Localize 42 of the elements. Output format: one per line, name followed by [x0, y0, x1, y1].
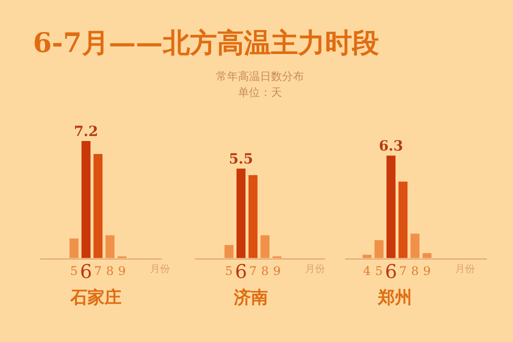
text: 6-7月——北方高温主力时段	[33, 28, 380, 59]
bar	[70, 238, 78, 258]
x-axis-title: 月份	[305, 264, 325, 275]
x-tick-label: 8	[106, 264, 114, 278]
text: 济南	[233, 288, 268, 308]
data-label: 7.2	[74, 124, 98, 140]
data-label: 6.3	[378, 138, 404, 155]
text: 郑州	[377, 288, 412, 308]
bar	[374, 240, 384, 258]
x-tick-label: 4	[363, 264, 372, 278]
x-tick-label: 5	[375, 264, 383, 278]
x-tick-label: 6	[80, 261, 92, 283]
bar	[386, 156, 396, 258]
x-tick-label: 5	[225, 264, 233, 278]
bar	[398, 182, 408, 258]
x-tick-label: 8	[411, 264, 419, 278]
x-tick-label: 8	[261, 264, 269, 278]
bar	[224, 245, 234, 258]
bar	[362, 254, 372, 258]
bar	[236, 168, 246, 258]
bar	[82, 141, 90, 258]
x-tick-label: 6	[384, 261, 398, 283]
bar	[94, 154, 102, 258]
x-tick-label: 9	[423, 264, 431, 278]
x-tick-label: 7	[94, 264, 102, 278]
x-tick-label: 7	[249, 264, 257, 278]
x-tick-label: 6	[234, 261, 248, 283]
data-label: 5.5	[228, 152, 254, 168]
bar	[422, 253, 432, 258]
text: 单位：天	[238, 86, 282, 99]
text: 常年高温日数分布	[216, 70, 304, 83]
x-tick-label: 9	[118, 264, 126, 278]
x-tick-label: 7	[399, 264, 407, 278]
text: 石家庄	[70, 288, 122, 308]
x-tick-label: 9	[273, 264, 281, 278]
bar	[260, 235, 270, 258]
x-tick-label: 5	[70, 264, 78, 278]
bar	[248, 175, 258, 258]
x-axis-title: 月份	[455, 264, 475, 275]
bar	[410, 234, 420, 258]
x-axis-title: 月份	[150, 264, 170, 275]
bar	[106, 235, 114, 258]
